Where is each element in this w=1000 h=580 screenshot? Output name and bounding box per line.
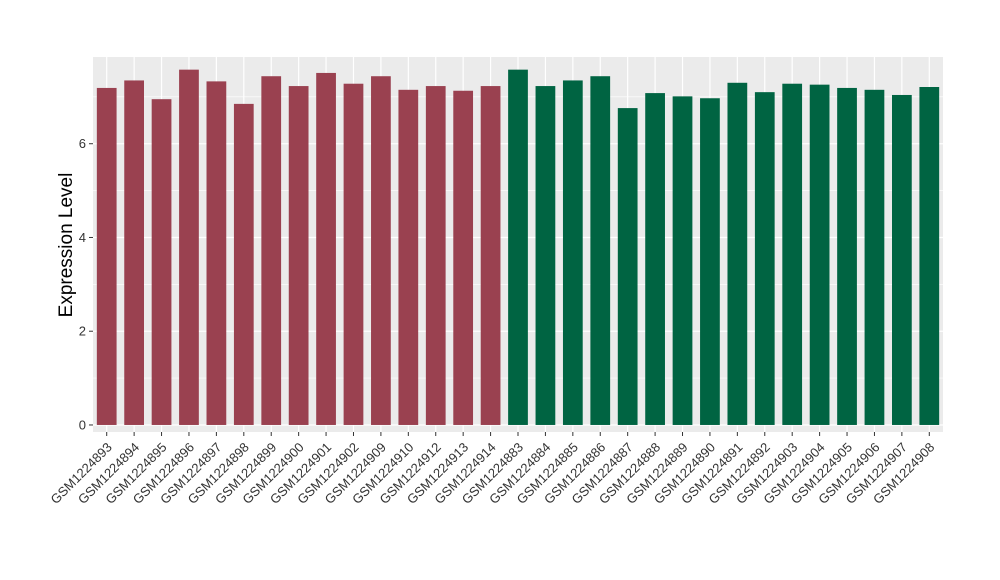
bar-GSM1224887 — [617, 108, 638, 425]
bar-GSM1224906 — [864, 89, 885, 425]
bar-GSM1224904 — [809, 84, 830, 425]
bar-GSM1224894 — [124, 80, 144, 425]
bar-GSM1224905 — [837, 87, 857, 425]
y-axis: 0 2 4 6 — [79, 136, 93, 432]
bar-GSM1224891 — [727, 82, 748, 425]
bar-GSM1224913 — [453, 90, 474, 425]
y-tick-label: 6 — [79, 136, 86, 151]
bar-GSM1224892 — [754, 92, 775, 425]
bar-GSM1224888 — [645, 93, 665, 425]
bar-GSM1224903 — [782, 83, 803, 425]
bars — [96, 69, 940, 425]
bar-GSM1224883 — [508, 69, 528, 425]
bar-GSM1224896 — [179, 69, 199, 425]
bar-GSM1224898 — [233, 103, 254, 425]
bar-GSM1224899 — [261, 76, 282, 425]
bar-GSM1224885 — [562, 80, 583, 425]
bar-GSM1224914 — [480, 86, 501, 425]
bar-GSM1224910 — [398, 89, 419, 425]
bar-GSM1224900 — [288, 86, 309, 425]
y-tick-label: 2 — [79, 324, 86, 339]
bar-GSM1224886 — [590, 76, 611, 425]
y-tick-label: 0 — [79, 417, 86, 432]
bar-GSM1224890 — [700, 98, 720, 425]
bar-GSM1224889 — [672, 96, 693, 425]
bar-GSM1224902 — [343, 83, 364, 425]
bar-GSM1224907 — [892, 94, 912, 425]
bar-GSM1224895 — [151, 99, 172, 425]
bar-GSM1224893 — [96, 87, 117, 425]
bar-GSM1224909 — [371, 76, 391, 425]
bar-GSM1224901 — [316, 72, 336, 425]
y-tick-label: 4 — [79, 230, 86, 245]
bar-GSM1224912 — [425, 86, 446, 425]
bar-GSM1224908 — [919, 87, 940, 425]
bar-GSM1224884 — [535, 86, 556, 425]
bar-GSM1224897 — [206, 81, 227, 425]
y-axis-title: Expression Level — [56, 173, 77, 318]
x-axis: GSM1224893GSM1224894GSM1224895GSM1224896… — [47, 432, 937, 507]
